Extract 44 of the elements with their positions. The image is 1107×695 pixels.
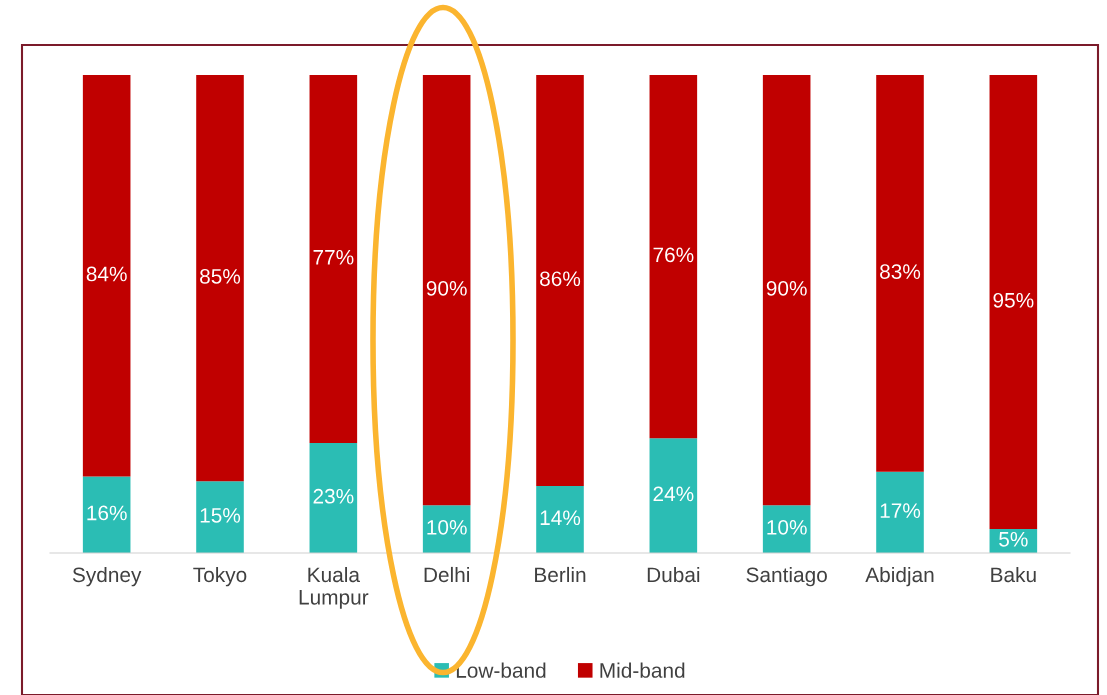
bar xyxy=(876,75,924,472)
data-label: 95% xyxy=(993,292,1034,308)
bar xyxy=(876,471,924,553)
bar xyxy=(196,481,244,553)
data-label: 23% xyxy=(313,488,354,504)
bar xyxy=(82,476,131,553)
data-label: 90% xyxy=(426,280,467,296)
data-label: 5% xyxy=(999,531,1028,547)
x-tick-label: Abidjan xyxy=(865,566,934,587)
data-label: 76% xyxy=(653,247,694,263)
bar xyxy=(536,486,584,553)
bar xyxy=(762,75,811,506)
x-tick-label: Baku xyxy=(991,566,1036,583)
bar xyxy=(536,75,584,487)
bar xyxy=(989,75,1038,530)
x-tick-label: Berlin xyxy=(535,566,586,583)
data-label: 10% xyxy=(767,519,807,535)
bar xyxy=(309,443,358,553)
bar xyxy=(196,75,244,482)
bar xyxy=(309,75,358,444)
bar xyxy=(82,75,131,477)
data-label: 90% xyxy=(766,280,807,296)
data-label: 84% xyxy=(86,266,127,282)
data-label: 86% xyxy=(540,271,581,287)
x-tick-label: Santiago xyxy=(746,566,827,587)
x-tick-label: Kuala Lumpur xyxy=(299,566,369,609)
data-label: 24% xyxy=(653,486,694,502)
data-label: 10% xyxy=(427,519,467,535)
legend-label: Low-band xyxy=(456,662,546,678)
x-tick-label: Tokyo xyxy=(193,566,247,587)
bar xyxy=(649,75,698,439)
data-label: 14% xyxy=(540,510,581,526)
legend-label: Mid-band xyxy=(600,662,685,678)
bar xyxy=(422,75,471,506)
bar xyxy=(649,438,698,553)
data-label: 17% xyxy=(880,503,921,518)
x-tick-label: Dubai xyxy=(647,566,700,583)
data-label: 77% xyxy=(313,249,354,265)
data-label: 16% xyxy=(87,505,127,521)
data-label: 85% xyxy=(200,268,241,284)
x-tick-label: Delhi xyxy=(424,566,469,583)
data-label: 83% xyxy=(880,264,921,279)
data-label: 15% xyxy=(200,508,241,523)
x-tick-label: Sydney xyxy=(72,566,142,587)
